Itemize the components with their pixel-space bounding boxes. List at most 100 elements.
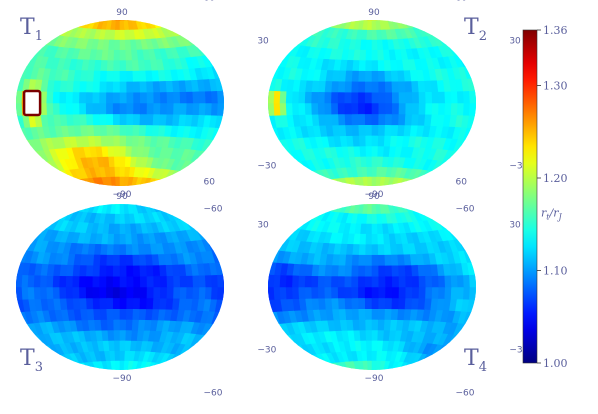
- heatmap-cell: [198, 274, 207, 288]
- heatmap-cell: [249, 63, 259, 77]
- heatmap-cell: [182, 371, 197, 381]
- heatmap-cell: [125, 388, 131, 396]
- heatmap-cell: [230, 272, 236, 287]
- heatmap-cell: [345, 0, 355, 9]
- heatmap-cell: [173, 0, 190, 6]
- heatmap-cell: [281, 214, 296, 227]
- heatmap-cell: [186, 275, 194, 288]
- heatmap-cell: [364, 81, 373, 93]
- heatmap-cell: [87, 382, 99, 391]
- heatmap-cell: [141, 371, 150, 381]
- heatmap-cell: [187, 6, 203, 16]
- heatmap-cell: [16, 204, 33, 207]
- heatmap-cell: [119, 254, 127, 266]
- heatmap-cell: [399, 192, 410, 202]
- heatmap-cell: [279, 20, 295, 29]
- heatmap-cell: [51, 182, 68, 191]
- heatmap-cell: [439, 204, 454, 216]
- heatmap-cell: [104, 399, 120, 404]
- heatmap-cell: [485, 63, 495, 77]
- heatmap-cell: [498, 89, 504, 103]
- heatmap-cell: [119, 145, 127, 157]
- heatmap-cell: [435, 356, 450, 369]
- heatmap-cell: [485, 314, 495, 328]
- heatmap-cell: [315, 188, 329, 197]
- heatmap-cell: [483, 233, 494, 247]
- heatmap-cell: [324, 264, 333, 277]
- heatmap-cell: [215, 23, 224, 37]
- heatmap-cell: [16, 51, 24, 66]
- heatmap-cell: [136, 187, 144, 196]
- heatmap-cell: [407, 190, 420, 200]
- heatmap-cell: [513, 103, 519, 118]
- heatmap-cell: [17, 40, 31, 54]
- heatmap-cell: [146, 384, 160, 392]
- heatmap-cell: [322, 179, 335, 186]
- heatmap-cell: [338, 297, 346, 310]
- heatmap-cell: [108, 340, 116, 351]
- heatmap-cell: [268, 325, 271, 340]
- heatmap-cell: [102, 401, 120, 405]
- heatmap-cell: [222, 36, 224, 51]
- heatmap-cell: [0, 63, 7, 77]
- heatmap-cell: [302, 207, 316, 219]
- heatmap-cell: [426, 385, 444, 394]
- heatmap-cell: [150, 373, 161, 383]
- heatmap-cell: [243, 245, 253, 260]
- heatmap-cell: [416, 20, 430, 26]
- heatmap-cell: [257, 118, 265, 134]
- heatmap-cell: [479, 142, 490, 156]
- heatmap-cell: [70, 20, 83, 27]
- heatmap-cell: [120, 397, 125, 405]
- heatmap-cell: [324, 275, 332, 288]
- heatmap-cell: [253, 74, 261, 89]
- heatmap-cell: [353, 402, 372, 404]
- heatmap-cell: [85, 0, 97, 7]
- heatmap-cell: [146, 102, 155, 115]
- heatmap-cell: [474, 312, 476, 326]
- heatmap-cell: [450, 90, 459, 104]
- heatmap-cell: [500, 117, 508, 132]
- heatmap-cell: [465, 38, 476, 53]
- heatmap-cell: [437, 7, 453, 17]
- heatmap-cell: [173, 20, 189, 23]
- lat-tick-label: −60: [204, 205, 223, 215]
- heatmap-cell: [106, 113, 114, 126]
- heatmap-cell: [268, 102, 275, 116]
- heatmap-cell: [483, 49, 494, 63]
- heatmap-cell: [416, 204, 430, 210]
- heatmap-cell: [187, 190, 203, 200]
- heatmap-cell: [352, 59, 361, 71]
- heatmap-cell: [337, 383, 349, 392]
- heatmap-cell: [268, 23, 277, 37]
- heatmap-cell: [86, 188, 96, 198]
- heatmap-cell: [377, 0, 383, 2]
- heatmap-cell: [235, 273, 241, 287]
- heatmap-cell: [211, 274, 219, 288]
- heatmap-cell: [279, 204, 295, 213]
- heatmap-cell: [492, 89, 498, 103]
- colorbar-tick-label: 1.30: [543, 80, 568, 93]
- heatmap-cell: [407, 374, 420, 384]
- heatmap-cell: [145, 199, 158, 208]
- heatmap-cell: [113, 145, 121, 157]
- heatmap-cell: [50, 355, 64, 367]
- heatmap-cell: [468, 140, 476, 155]
- heatmap-cell: [253, 258, 261, 273]
- lat-tick-label: −30: [509, 346, 528, 356]
- heatmap-cell: [365, 135, 373, 147]
- heatmap-cell: [431, 102, 440, 115]
- heatmap-cell: [196, 214, 211, 227]
- heatmap-cell: [372, 399, 388, 404]
- heatmap-cell: [253, 301, 261, 316]
- heatmap-cell: [225, 287, 231, 302]
- heatmap-cell: [126, 124, 134, 136]
- heatmap-cell: [421, 380, 437, 389]
- heatmap-cell: [55, 366, 70, 370]
- heatmap-cell: [187, 204, 202, 216]
- heatmap-cell: [390, 254, 399, 266]
- heatmap-cell: [113, 156, 121, 167]
- heatmap-cell: [16, 356, 20, 370]
- heatmap-cell: [101, 145, 109, 157]
- heatmap-cell: [468, 324, 476, 339]
